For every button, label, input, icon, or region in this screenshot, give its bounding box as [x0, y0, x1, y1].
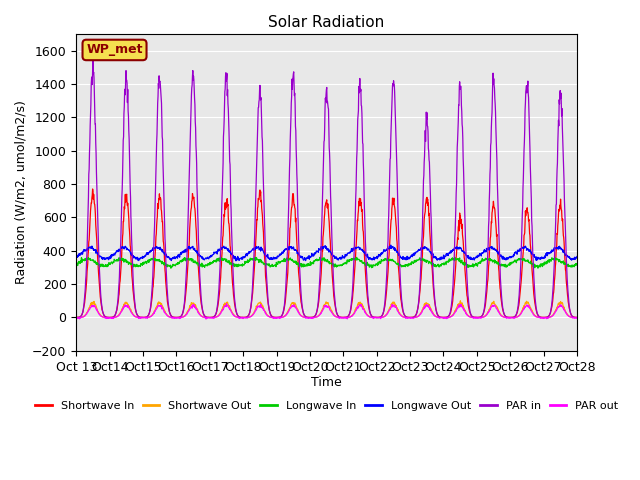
Shortwave In — [172, 314, 180, 320]
Shortwave Out — [172, 314, 179, 320]
PAR in — [172, 314, 180, 320]
Shortwave Out — [456, 298, 464, 304]
Longwave Out — [573, 253, 580, 259]
Shortwave Out — [404, 314, 412, 320]
PAR out — [223, 301, 230, 307]
Shortwave Out — [240, 314, 248, 320]
PAR in — [72, 314, 80, 320]
Longwave Out — [515, 249, 522, 254]
PAR out — [172, 315, 179, 321]
PAR out — [515, 313, 522, 319]
Longwave In — [404, 262, 412, 268]
Shortwave In — [240, 314, 248, 320]
PAR out — [202, 316, 210, 322]
Shortwave In — [573, 314, 580, 320]
Longwave In — [515, 257, 522, 263]
PAR in — [573, 314, 580, 320]
PAR in — [515, 303, 522, 309]
Longwave Out — [387, 242, 395, 248]
Longwave In — [184, 256, 192, 262]
Longwave In — [573, 262, 580, 267]
PAR out — [184, 310, 191, 315]
PAR in — [470, 314, 478, 320]
Shortwave In — [184, 260, 192, 265]
Line: PAR in: PAR in — [76, 58, 577, 317]
Shortwave Out — [470, 314, 478, 320]
PAR out — [573, 315, 580, 321]
PAR out — [404, 315, 412, 321]
Longwave In — [240, 262, 248, 268]
Line: Shortwave In: Shortwave In — [76, 189, 577, 317]
Longwave In — [353, 254, 360, 260]
Shortwave Out — [184, 308, 191, 314]
PAR out — [72, 315, 80, 321]
Line: PAR out: PAR out — [76, 304, 577, 319]
Longwave In — [72, 263, 80, 269]
Longwave In — [172, 262, 180, 267]
Y-axis label: Radiation (W/m2, umol/m2/s): Radiation (W/m2, umol/m2/s) — [15, 100, 28, 284]
Shortwave Out — [72, 314, 80, 320]
Shortwave In — [470, 314, 477, 320]
Longwave Out — [72, 254, 80, 260]
Line: Longwave In: Longwave In — [76, 257, 577, 268]
Text: WP_met: WP_met — [86, 44, 143, 57]
Title: Solar Radiation: Solar Radiation — [268, 15, 385, 30]
Longwave Out — [240, 255, 248, 261]
X-axis label: Time: Time — [311, 376, 342, 389]
Shortwave Out — [239, 314, 247, 320]
Shortwave Out — [573, 314, 580, 320]
Line: Longwave Out: Longwave Out — [76, 245, 577, 261]
Shortwave In — [473, 314, 481, 320]
PAR out — [470, 315, 478, 321]
Longwave Out — [172, 255, 179, 261]
PAR in — [184, 221, 192, 227]
Shortwave In — [89, 186, 97, 192]
Shortwave In — [72, 314, 80, 320]
Longwave Out — [184, 245, 191, 251]
Shortwave Out — [515, 313, 522, 319]
Longwave In — [470, 262, 478, 267]
PAR in — [240, 314, 248, 320]
Legend: Shortwave In, Shortwave Out, Longwave In, Longwave Out, PAR in, PAR out: Shortwave In, Shortwave Out, Longwave In… — [31, 396, 623, 415]
PAR in — [440, 314, 447, 320]
Longwave Out — [232, 258, 240, 264]
Longwave In — [167, 265, 175, 271]
Longwave Out — [404, 254, 412, 260]
Line: Shortwave Out: Shortwave Out — [76, 301, 577, 317]
PAR in — [89, 55, 97, 60]
Longwave Out — [470, 256, 478, 262]
Shortwave In — [404, 314, 412, 320]
PAR in — [404, 314, 412, 320]
PAR out — [241, 315, 248, 321]
Shortwave In — [515, 306, 522, 312]
